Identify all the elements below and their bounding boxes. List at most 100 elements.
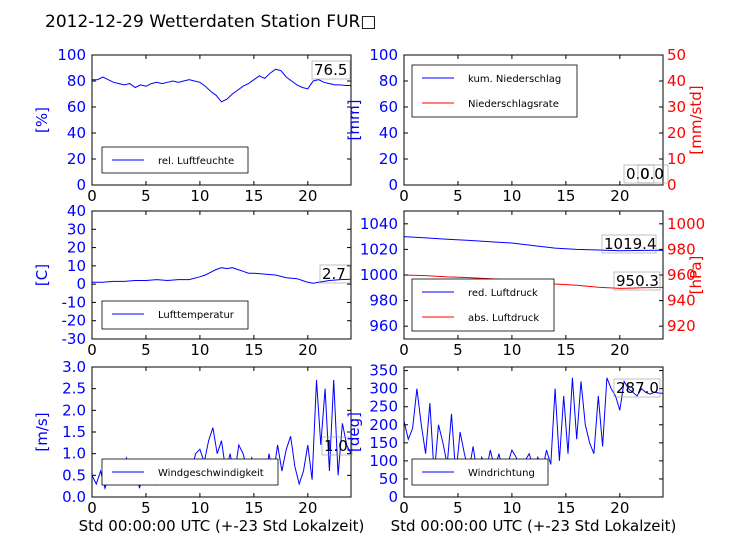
y-tick-label: 200 xyxy=(369,416,398,434)
x-tick-label: 5 xyxy=(141,187,151,205)
y-tick-label: 960 xyxy=(369,317,398,335)
legend-box xyxy=(411,278,555,332)
y-tick-label: 40 xyxy=(67,202,86,220)
current-value-label: 950.3 xyxy=(616,272,659,290)
current-value-label: 0.0 xyxy=(640,165,664,183)
y-tick-label: 0 xyxy=(388,176,398,194)
x-tick-label: 20 xyxy=(610,187,629,205)
x-tick-label: 10 xyxy=(502,499,521,517)
y-tick-label: 60 xyxy=(379,98,398,116)
y-tick-label: 80 xyxy=(67,72,86,90)
plot-frame xyxy=(91,210,352,340)
y-tick-label: 980 xyxy=(369,292,398,310)
figure-title: 2012-12-29 Wetterdaten Station FUR□ xyxy=(45,12,376,32)
y-tick-label: 1.5 xyxy=(62,423,86,441)
legend-label: Niederschlagsrate xyxy=(468,99,559,110)
y-tick-label: 80 xyxy=(379,72,398,90)
value-box xyxy=(637,164,669,184)
panel-windspeed: 0 5 10 15 20 0.0 0.5 1.0 1.5 2.0 2.5 3.0 [m/s] Std 00… xyxy=(33,358,364,535)
y2-tick-label: 30 xyxy=(667,98,686,116)
plot-frame xyxy=(403,54,664,186)
x-tick-label: 0 xyxy=(399,341,409,359)
value-box xyxy=(601,234,657,254)
series-line-temperature-0 xyxy=(92,267,351,284)
y2-tick-label: 0 xyxy=(667,176,677,194)
current-value-label: 76.5 xyxy=(314,61,347,79)
y2-tick-label: 960 xyxy=(667,266,696,284)
x-axis-label: Std 00:00:00 UTC (+-23 Std Lokalzeit) xyxy=(391,517,677,535)
y2-tick-label: 10 xyxy=(667,150,686,168)
x-tick-label: 10 xyxy=(190,341,209,359)
y2-tick-label: 50 xyxy=(667,46,686,64)
y-tick-label: 0.5 xyxy=(62,466,86,484)
current-value-label: 1019.4 xyxy=(604,235,657,253)
x-tick-label: 15 xyxy=(556,341,575,359)
y-tick-label: 1.0 xyxy=(62,445,86,463)
plot-frame xyxy=(403,366,664,498)
y-axis-label: [m/s] xyxy=(33,412,51,451)
y-axis-label: [deg] xyxy=(345,412,363,452)
value-box xyxy=(311,60,351,80)
x-tick-label: 0 xyxy=(87,499,97,517)
y-tick-label: 0 xyxy=(76,176,86,194)
y-tick-label: 100 xyxy=(369,46,398,64)
y-tick-label: 150 xyxy=(369,434,398,452)
series-line-pressure-0 xyxy=(404,236,663,252)
y-tick-label: 30 xyxy=(67,220,86,238)
y-tick-label: 20 xyxy=(379,150,398,168)
legend: Lufttemperatur xyxy=(101,300,249,330)
legend: Windgeschwindigkeit xyxy=(101,458,279,486)
y-tick-label: -20 xyxy=(62,312,87,330)
x-tick-label: 20 xyxy=(610,341,629,359)
value-box xyxy=(613,378,661,398)
x-tick-label: 5 xyxy=(141,341,151,359)
y2-tick-label: 980 xyxy=(667,240,696,258)
x-tick-label: 20 xyxy=(298,341,317,359)
y-tick-label: 1020 xyxy=(360,240,398,258)
y-tick-label: 250 xyxy=(369,398,398,416)
y2-axis-label: [mm/std] xyxy=(687,85,705,154)
y-axis-label: [%] xyxy=(33,107,51,133)
x-tick-label: 0 xyxy=(87,187,97,205)
x-tick-label: 20 xyxy=(298,499,317,517)
current-value-label: 1.0 xyxy=(324,437,348,455)
x-tick-label: 5 xyxy=(453,187,463,205)
legend-label: rel. Luftfeuchte xyxy=(158,156,234,167)
x-tick-label: 15 xyxy=(556,187,575,205)
legend: kum. Niederschlag Niederschlagsrate xyxy=(411,64,578,118)
panel-temperature: 0 5 10 15 20-30-20-10010203040[C]Lufttempera… xyxy=(33,202,352,359)
x-tick-label: 15 xyxy=(244,499,263,517)
x-tick-label: 10 xyxy=(502,187,521,205)
y-tick-label: 300 xyxy=(369,380,398,398)
legend-label: abs. Luftdruck xyxy=(468,313,539,324)
x-axis-label: Std 00:00:00 UTC (+-23 Std Lokalzeit) xyxy=(79,517,365,535)
value-box xyxy=(319,264,351,284)
x-tick-label: 5 xyxy=(141,499,151,517)
panel-precip: 0 5 10 15 20 0 20 40 60 80 100 0 10 20 30 40 50 [mm/std] [… xyxy=(345,46,705,205)
legend: Windrichtung xyxy=(411,458,549,486)
legend-label: red. Luftdruck xyxy=(468,288,538,299)
y-tick-label: 40 xyxy=(379,124,398,142)
legend: red. Luftdruck abs. Luftdruck xyxy=(411,278,555,332)
y2-tick-label: 920 xyxy=(667,317,696,335)
current-value-label: 287.0 xyxy=(616,379,659,397)
current-value-label: 2.7 xyxy=(322,265,346,283)
x-tick-label: 5 xyxy=(453,341,463,359)
y2-tick-label: 1000 xyxy=(667,215,705,233)
panel-pressure: 0 5 10 15 20 960 980 1000 1020 1040 920 940 960 980 10… xyxy=(360,210,705,359)
y-tick-label: 1000 xyxy=(360,266,398,284)
y-tick-label: -10 xyxy=(62,293,87,311)
series-line-humidity-0 xyxy=(92,68,351,103)
y-tick-label: 1040 xyxy=(360,215,398,233)
legend-label: Windgeschwindigkeit xyxy=(158,468,264,479)
legend-label: Lufttemperatur xyxy=(158,310,235,321)
x-tick-label: 20 xyxy=(610,499,629,517)
y2-tick-label: 940 xyxy=(667,292,696,310)
x-tick-label: 20 xyxy=(298,187,317,205)
x-tick-label: 0 xyxy=(399,187,409,205)
y-tick-label: 3.0 xyxy=(62,358,86,376)
plot-frame xyxy=(91,54,352,186)
y-tick-label: 60 xyxy=(67,98,86,116)
